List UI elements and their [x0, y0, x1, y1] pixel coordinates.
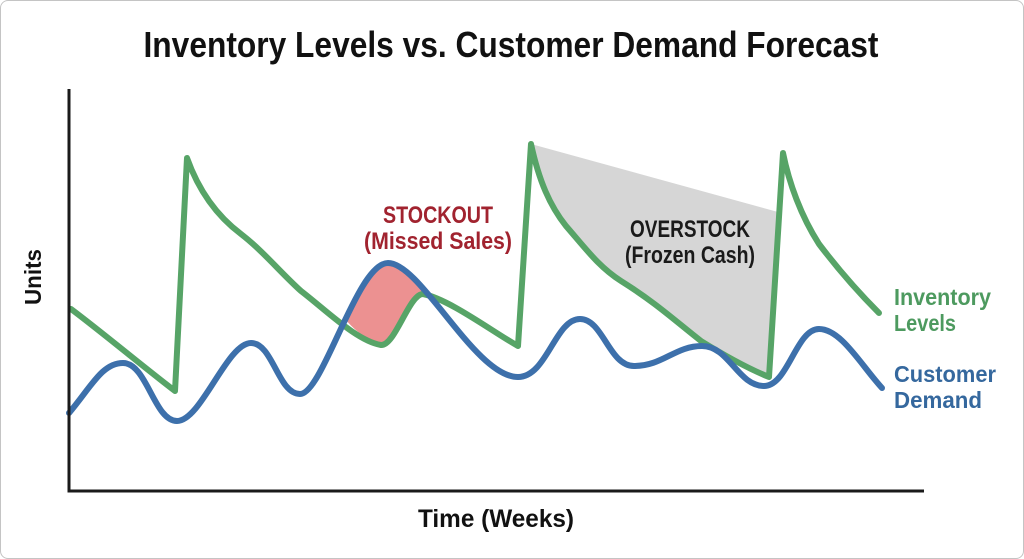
- legend-demand-line1: Customer: [894, 361, 996, 387]
- legend-demand-line2: Demand: [894, 387, 982, 413]
- stockout-label-line1: STOCKOUT: [383, 202, 493, 229]
- overstock-label-line1: OVERSTOCK: [630, 216, 751, 243]
- demand-line: [66, 260, 885, 424]
- chart-title: Inventory Levels vs. Customer Demand For…: [144, 24, 879, 65]
- overstock-region: [531, 144, 778, 377]
- stockout-label-line2: (Missed Sales): [364, 228, 512, 255]
- inventory-line: [68, 141, 882, 394]
- overstock-label-line2: (Frozen Cash): [625, 242, 755, 269]
- legend-inventory-line1: Inventory: [894, 284, 991, 310]
- axes-lines: [67, 89, 924, 493]
- y-axis-label: Units: [20, 249, 46, 305]
- legend-inventory-line2: Levels: [894, 310, 956, 336]
- x-axis-label: Time (Weeks): [418, 505, 574, 533]
